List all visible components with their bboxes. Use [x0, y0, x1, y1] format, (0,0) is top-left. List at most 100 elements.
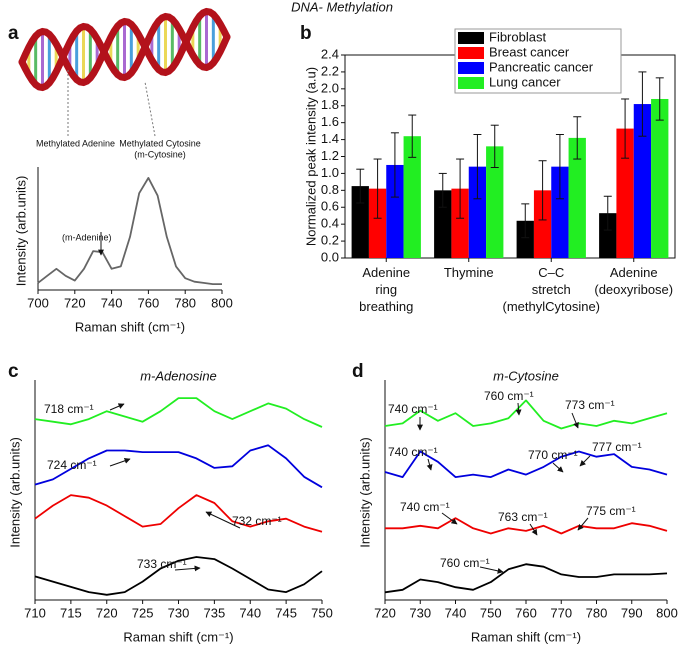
bar [516, 220, 534, 258]
chart-title: m-Cytosine [493, 368, 559, 383]
spectrum-line [384, 563, 668, 594]
annotation: (m-Adenine) [62, 232, 112, 242]
x-tick-label: 750 [311, 605, 333, 620]
panel-label: a [8, 23, 19, 44]
spectrum-line [34, 444, 323, 489]
x-tick-label: 730 [409, 605, 431, 620]
annotation: 770 cm⁻¹ [528, 448, 578, 462]
spectrum-line [34, 397, 323, 428]
y-tick-label: 0.2 [321, 233, 339, 248]
x-axis-label: Raman shift (cm⁻¹) [75, 319, 185, 334]
x-tick-label: 730 [168, 605, 190, 620]
spectrum-line [34, 556, 323, 596]
x-tick-label: 770 [550, 605, 572, 620]
y-axis-label: Intensity (arb.units) [357, 437, 372, 548]
spectrum-line [384, 399, 668, 430]
legend-swatch [458, 32, 484, 44]
legend-swatch [458, 62, 484, 74]
y-tick-label: 2.4 [321, 46, 339, 61]
bar [468, 166, 487, 258]
x-tick-label: 740 [239, 605, 261, 620]
x-tick-label: 790 [621, 605, 643, 620]
panel-label: d [352, 361, 364, 382]
y-tick-label: 0.8 [321, 182, 339, 197]
x-tick-label: 710 [24, 605, 46, 620]
annotation-arrow [529, 523, 538, 536]
y-tick-label: 1.0 [321, 165, 339, 180]
y-tick-label: 1.6 [321, 114, 339, 129]
x-tick-label: 725 [132, 605, 154, 620]
annotation: 760 cm⁻¹ [440, 556, 490, 570]
annotation-arrow [441, 512, 458, 525]
y-tick-label: 0.6 [321, 199, 339, 214]
x-tick-label: 780 [586, 605, 608, 620]
annotation: 740 cm⁻¹ [400, 500, 450, 514]
spectrum-line [384, 450, 668, 478]
legend-label: Pancreatic cancer [489, 59, 594, 74]
dna-strand [18, 12, 231, 92]
spectrum-line [34, 494, 323, 533]
panel-label: b [300, 23, 312, 44]
legend-label: Lung cancer [489, 74, 561, 89]
y-tick-label: 0.0 [321, 249, 339, 264]
illustration-label: Methylated Cytosine [119, 138, 201, 148]
legend-swatch [458, 47, 484, 59]
bar [486, 146, 504, 258]
x-tick-label: 700 [27, 295, 49, 310]
y-tick-label: 2.0 [321, 80, 339, 95]
bar [351, 186, 369, 258]
y-tick-label: 1.2 [321, 148, 339, 163]
annotation: 760 cm⁻¹ [484, 389, 534, 403]
x-tick-label: 760 [515, 605, 537, 620]
x-axis-label: Raman shift (cm⁻¹) [123, 629, 233, 644]
legend-label: Fibroblast [489, 29, 546, 44]
x-axis-label: Raman shift (cm⁻¹) [471, 629, 581, 644]
bar [551, 166, 569, 258]
y-tick-label: 2.2 [321, 63, 339, 78]
bar [533, 190, 552, 258]
annotation: 777 cm⁻¹ [592, 440, 642, 454]
bar [368, 188, 387, 258]
annotation-arrow [552, 462, 564, 473]
annotation: 718 cm⁻¹ [44, 402, 94, 416]
annotation-arrow [571, 412, 579, 429]
bar [651, 98, 669, 258]
x-tick-label: 745 [275, 605, 297, 620]
annotation: 724 cm⁻¹ [47, 458, 97, 472]
x-tick-label: 800 [211, 295, 233, 310]
bar [386, 164, 404, 258]
x-tick-label: C–C stretch (methylCytosine) [502, 265, 600, 314]
y-axis-label: Normalized peak intensity (a.u) [303, 67, 318, 246]
chart-title: m-Adenosine [140, 368, 217, 383]
y-tick-label: 1.4 [321, 131, 339, 146]
bar [434, 190, 452, 258]
y-axis-label: Intensity (arb.units) [13, 176, 28, 287]
x-tick-label: 735 [204, 605, 226, 620]
x-tick-label: 720 [374, 605, 396, 620]
spectrum-line [37, 177, 222, 285]
annotation: 733 cm⁻¹ [137, 557, 187, 571]
x-tick-label: Adenine (deoxyribose) [594, 265, 673, 297]
x-tick-label: 740 [445, 605, 467, 620]
bar [599, 213, 617, 258]
label-pointer [144, 81, 156, 137]
annotation: 763 cm⁻¹ [498, 510, 548, 524]
x-tick-label: 740 [101, 295, 123, 310]
x-tick-label: 800 [656, 605, 678, 620]
bar [633, 104, 652, 258]
x-tick-label: Thymine [444, 265, 494, 280]
bar [568, 137, 586, 258]
x-tick-label: Adenine ring breathing [359, 265, 413, 314]
annotation-arrow [479, 566, 504, 574]
annotation-arrow [426, 458, 433, 471]
annotation-arrow [515, 402, 522, 416]
annotation-arrow [577, 517, 589, 531]
y-tick-label: 0.4 [321, 216, 339, 231]
dna-strand [18, 7, 231, 87]
y-axis-label: Intensity (arb.units) [7, 437, 22, 548]
annotation: 732 cm⁻¹ [232, 514, 282, 528]
figure-title: DNA- Methylation [291, 0, 393, 14]
dna-illustration [18, 7, 231, 92]
annotation: 775 cm⁻¹ [586, 504, 636, 518]
